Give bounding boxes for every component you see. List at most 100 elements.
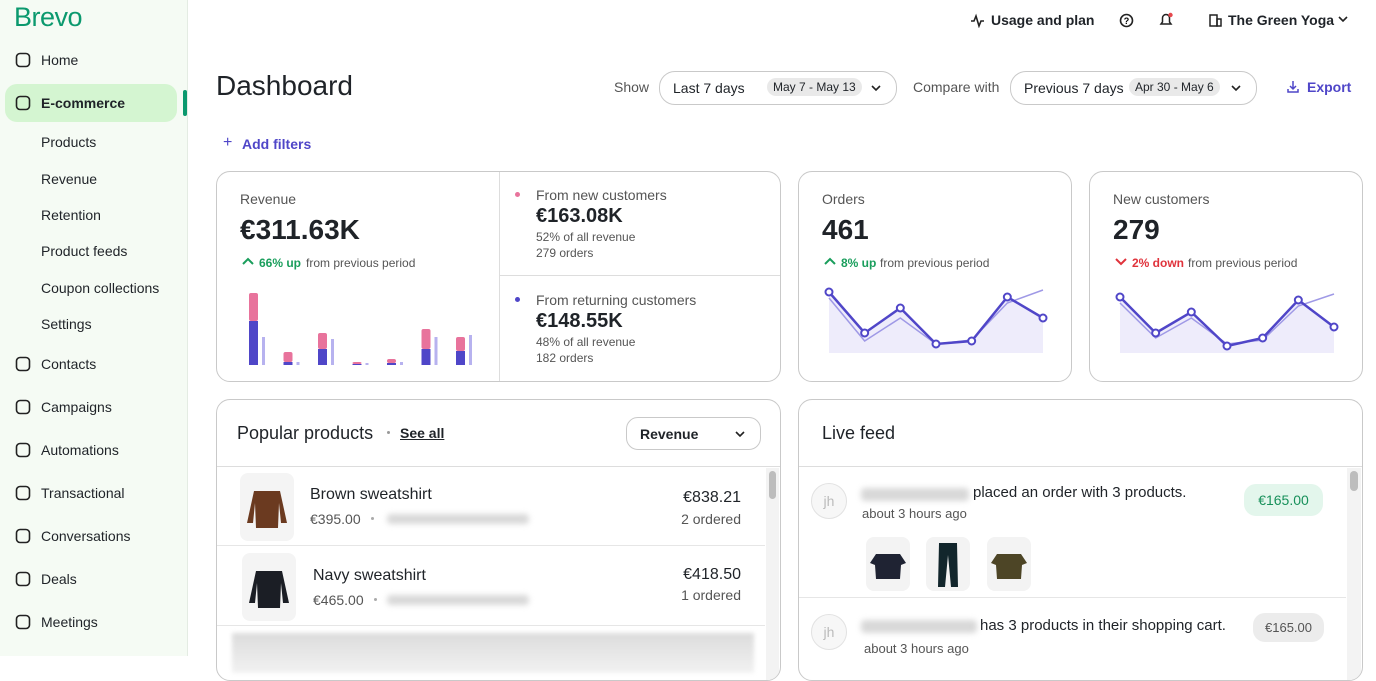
up-arrow [242,257,254,265]
card-label: Revenue [240,191,297,207]
blurred-sku [387,514,529,524]
blurred-name [861,620,977,633]
change-note: from previous period [306,256,416,270]
point [967,336,977,346]
bar-previous [469,335,472,365]
nav-item[interactable]: Coupon collections [41,280,160,296]
segment-value: €148.55K [536,310,623,332]
usage-link[interactable]: Usage and plan [991,12,1095,28]
scrollbar[interactable] [1347,468,1361,680]
nav-item[interactable]: Transactional [41,485,125,501]
blurred-sku [387,595,529,605]
card-title: Live feed [822,423,896,443]
export-button[interactable]: Export [1307,79,1352,95]
period-dropdown[interactable]: Last 7 days May 7 - May 13 [659,71,897,105]
bar-previous [331,339,334,365]
card-title: Popular products [237,423,374,443]
nav-item[interactable]: E-commerce [41,95,126,111]
product-ordered: 1 ordered [681,587,741,603]
product-price: €395.00 [310,511,361,527]
card-value: 461 [822,214,869,245]
chevron [1338,16,1348,23]
separator [371,517,374,520]
point [1186,307,1196,317]
see-all-link[interactable]: See all [400,425,445,441]
feed-text: has 3 products in their shopping cart. [980,617,1226,634]
period: Last 7 days [673,80,745,96]
separator [387,431,390,434]
area [1120,297,1334,353]
icon-shape [15,571,31,587]
nav-item[interactable]: Campaigns [41,399,112,415]
bar-new [387,359,396,363]
scroll-thumb[interactable] [769,471,776,499]
down-arrow [1115,258,1127,266]
help-icon[interactable]: ? [1119,13,1134,28]
export-icon [1287,81,1299,93]
nav-icon [15,356,31,372]
product-name[interactable]: Brown sweatshirt [310,486,432,503]
point [1115,292,1125,302]
product-revenue: €838.21 [683,489,741,506]
bar-returning [456,351,465,365]
nav-item[interactable]: Conversations [41,528,131,544]
sort-dropdown[interactable]: Revenue [626,417,761,450]
sort-value: Revenue [640,426,699,442]
amount-badge: €165.00 [1253,613,1324,642]
period-dates: May 7 - May 13 [767,78,862,96]
bar-previous [365,363,369,365]
bar-new [249,293,258,321]
avatar: jh [811,614,847,650]
add-filters[interactable]: Add filters [242,136,312,152]
scrollbar[interactable] [766,468,779,680]
nav-item[interactable]: Retention [41,207,101,223]
bar-new [456,337,465,351]
bar-returning [352,364,362,365]
nav-item[interactable]: Revenue [41,171,98,187]
product-name[interactable]: Navy sweatshirt [313,567,426,584]
icon-shape [15,442,31,458]
compare-dropdown[interactable]: Previous 7 days Apr 30 - May 6 [1010,71,1257,105]
separator [374,598,377,601]
account-name[interactable]: The Green Yoga [1228,12,1335,28]
scroll-thumb[interactable] [1350,471,1358,491]
up-arrow [824,257,836,265]
nav-item[interactable]: Automations [41,442,119,458]
segment-label: From new customers [536,187,667,203]
segment-orders: 182 orders [536,351,594,365]
change-note: from previous period [880,256,990,270]
area [829,292,1043,353]
segment-label: From returning customers [536,292,697,308]
point [1293,295,1303,305]
nav-item[interactable]: Deals [41,571,77,587]
nav-item[interactable]: Meetings [41,614,98,630]
nav-icon [15,528,31,544]
plus-icon: + [223,134,233,151]
point [1329,322,1339,332]
point [1222,341,1232,351]
active-indicator [183,90,187,116]
nav-icon [15,52,31,68]
bar-new [352,362,362,364]
feed-text: placed an order with 3 products. [973,484,1187,501]
nav-item[interactable]: Products [41,134,97,150]
nav-item[interactable]: Contacts [41,356,97,372]
nav-icon [15,485,31,501]
nav-item[interactable]: Home [41,52,79,68]
feed-time: about 3 hours ago [862,506,967,521]
avatar: jh [811,483,847,519]
chevron [735,431,745,438]
popular-products-card: Popular products See all Revenue Brown s… [216,399,781,681]
point [1038,313,1048,323]
nav-icon [15,442,31,458]
bar-previous [262,337,265,365]
compare-dates: Apr 30 - May 6 [1129,78,1220,96]
icon-shape [15,528,31,544]
logo[interactable]: Brevo [14,2,83,32]
revenue-card: Revenue €311.63K 66% up from previous pe… [216,171,781,382]
nav-item[interactable]: Settings [41,316,92,332]
card-value: 279 [1113,214,1160,245]
card-label: Orders [822,191,865,207]
notifications-icon[interactable] [1158,12,1174,28]
nav-item[interactable]: Product feeds [41,243,128,259]
